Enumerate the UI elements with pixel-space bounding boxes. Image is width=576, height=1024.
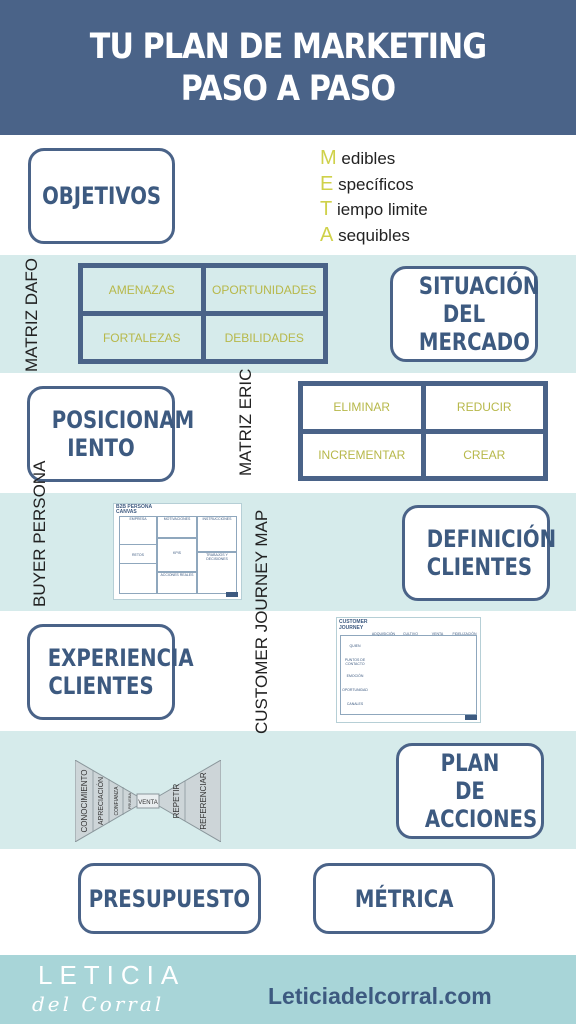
meta-item-t: T iempo limite [320, 198, 428, 220]
header-banner: TU PLAN DE MARKETING PASO A PASO [0, 0, 576, 135]
bowtie-funnel-diagram: CONOCIMIENTO APRECIACIÓN CONFIANZA PRUEB… [75, 760, 221, 842]
buyer-canvas-title: B2B PERSONA CANVAS [116, 504, 152, 515]
journey-canvas-logo [465, 715, 477, 720]
bowtie-right-wing [158, 760, 221, 842]
dafo-cell: AMENAZAS [83, 268, 201, 311]
dafo-label: MATRIZ DAFO [22, 258, 41, 372]
definicion-box: DEFINICIÓN CLIENTES [402, 505, 557, 601]
buyer-canvas-logo [226, 592, 238, 597]
situacion-label: SITUACIÓN DEL MERCADO [418, 272, 540, 356]
posicionamiento-box: POSICIONAM IENTO [27, 386, 195, 482]
journey-table [340, 635, 477, 715]
meta-item-e: E specíficos [320, 172, 414, 195]
presupuesto-label: PRESUPUESTO [88, 884, 251, 913]
journey-label: CUSTOMER JOURNEY MAP [252, 510, 312, 734]
posicionamiento-label: POSICIONAM IENTO [51, 406, 195, 462]
journey-col: ADQUISICIÓN [371, 632, 396, 636]
buyer-cell: TRABAJOS Y DECISIONES [197, 552, 237, 594]
bowtie-stage: CONFIANZA [114, 786, 120, 816]
meta-item-a: A sequibles [320, 223, 410, 246]
objetivos-box: OBJETIVOS [28, 148, 175, 244]
journey-canvas-title: CUSTOMER JOURNEY [339, 619, 368, 631]
eric-cell: INCREMENTAR [303, 433, 421, 476]
brand-logo-name: LETICIA [38, 960, 186, 990]
journey-row: PUNTOS DE CONTACTO [344, 658, 366, 666]
buyer-persona-canvas: B2B PERSONA CANVAS EMPRESA MOTIVACIONES … [113, 503, 242, 600]
bowtie-stage: APRECIACIÓN [96, 777, 105, 825]
metrica-box: MÉTRICA [313, 863, 495, 934]
journey-row: OPORTUNIDAD [342, 688, 368, 692]
journey-row: EMOCIÓN [346, 674, 364, 678]
buyer-cell: RETOS [119, 544, 157, 564]
journey-col: CULTIVO [403, 632, 418, 636]
eric-cell: REDUCIR [425, 386, 543, 429]
dafo-cell: DEBILIDADES [205, 316, 323, 359]
buyer-cell: INSTRUCCIONES [197, 516, 237, 552]
buyer-cell: MOTIVACIONES [157, 516, 197, 538]
dafo-matrix: AMENAZAS OPORTUNIDADES FORTALEZAS DEBILI… [78, 263, 328, 364]
bowtie-stage: REFERENCIAR [199, 772, 208, 830]
plan-box: PLAN DE ACCIONES [396, 743, 544, 839]
bowtie-center [136, 793, 160, 809]
objetivos-label: OBJETIVOS [41, 182, 162, 210]
experiencia-label: EXPERIENCIA CLIENTES [47, 644, 194, 700]
eric-label: MATRIZ ERIC [236, 368, 255, 476]
bowtie-stage: PRUEBA [127, 792, 132, 809]
footer-bar [0, 955, 576, 1024]
meta-item-m: M edibles [320, 147, 396, 169]
page-title: TU PLAN DE MARKETING PASO A PASO [89, 26, 487, 109]
journey-col: FIDELIZACIÓN [452, 632, 477, 636]
customer-journey-map: CUSTOMER JOURNEY ADQUISICIÓN CULTIVO VEN… [336, 617, 481, 723]
dafo-cell: FORTALEZAS [83, 316, 201, 359]
dafo-cell: OPORTUNIDADES [205, 268, 323, 311]
website-link[interactable]: Leticiadelcorral.com [268, 983, 492, 1009]
metrica-label: MÉTRICA [354, 884, 454, 913]
situacion-box: SITUACIÓN DEL MERCADO [390, 266, 540, 362]
brand-logo-surname: del Corral [32, 992, 165, 1016]
buyer-cell: ACCIONES REALES [157, 572, 197, 594]
journey-row: QUIEN [349, 644, 361, 648]
journey-row: CANALES [346, 702, 364, 706]
presupuesto-box: PRESUPUESTO [78, 863, 261, 934]
eric-cell: ELIMINAR [303, 386, 421, 429]
experiencia-box: EXPERIENCIA CLIENTES [27, 624, 194, 720]
eric-matrix: ELIMINAR REDUCIR INCREMENTAR CREAR [298, 381, 548, 481]
eric-cell: CREAR [425, 433, 543, 476]
buyer-label: BUYER PERSONA [30, 460, 49, 607]
definicion-label: DEFINICIÓN CLIENTES [426, 525, 557, 581]
bowtie-center-label: VENTA [138, 800, 158, 806]
bowtie-stage: REPETIR [172, 783, 181, 818]
buyer-cell: KPIS [157, 538, 197, 572]
journey-col: VENTA [431, 632, 444, 636]
bowtie-stage: CONOCIMIENTO [80, 770, 89, 833]
meta-list: M edibles E specíficos T iempo limite A … [320, 146, 428, 248]
plan-label: PLAN DE ACCIONES [424, 749, 538, 833]
